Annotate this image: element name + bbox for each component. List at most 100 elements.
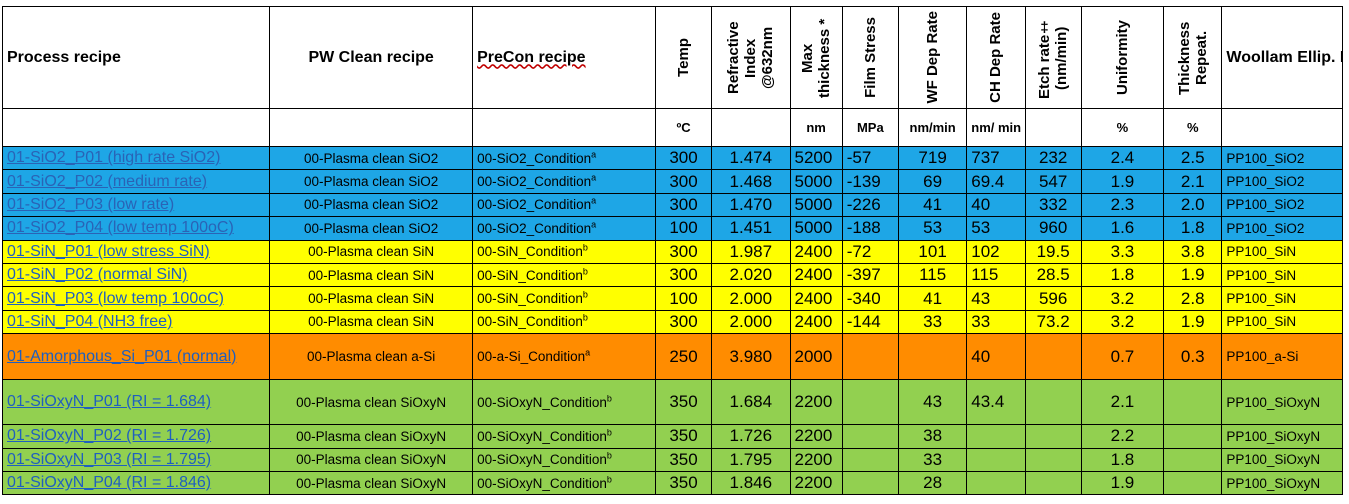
precon-footnote-marker: a [591, 172, 597, 183]
etch-rate-cell [1024, 379, 1082, 426]
etch-rate-cell [1024, 333, 1082, 381]
wf-rate-cell: 41 [897, 286, 968, 311]
table-row[interactable]: 01-SiN_P04 (NH3 free) 00-Plasma clean SiN… [1, 309, 1343, 335]
header-thickness-repeat: Thickness Repeat. [1163, 6, 1223, 109]
process-recipe-cell: 01-SiO2_P02 (medium rate) [1, 169, 271, 194]
ri-cell: 1.987 [711, 239, 791, 264]
pw-clean-text: 00-Plasma clean SiOxyN [296, 452, 447, 468]
max-thickness-cell: 2400 [789, 286, 843, 311]
ch-rate-cell: 737 [966, 145, 1026, 171]
process-recipe-link[interactable]: 01-SiOxyN_P04 (RI = 1.846) [7, 474, 212, 492]
pw-clean-cell: 00-Plasma clean SiN [269, 239, 474, 264]
ri-cell: 1.726 [711, 424, 791, 449]
ri-cell: 1.470 [711, 192, 791, 218]
process-recipe-link[interactable]: 01-SiOxyN_P03 (RI = 1.795) [7, 450, 212, 468]
process-recipe-link[interactable]: 01-SiN_P02 (normal SiN) [7, 266, 188, 284]
precon-footnote-marker: b [606, 474, 612, 485]
header-etch-rate: Etch rate‡ (nm/min) [1024, 6, 1082, 109]
header-repeat-label: Thickness Repeat. [1175, 20, 1210, 95]
uniformity-cell: 1.8 [1080, 447, 1165, 472]
process-recipe-cell: 01-SiN_P02 (normal SiN) [1, 262, 271, 288]
etch-rate-cell: 332 [1024, 192, 1082, 218]
table-row[interactable]: 01-SiO2_P01 (high rate SiO2) 00-Plasma cl… [1, 145, 1343, 171]
table-row[interactable]: 01-SiOxyN_P04 (RI = 1.846) 00-Plasma clea… [1, 470, 1343, 496]
precon-footnote-marker: a [591, 149, 597, 160]
pw-clean-cell: 00-Plasma clean a-Si [269, 333, 474, 381]
pw-clean-text: 00-Plasma clean SiN [308, 314, 435, 330]
wf-rate-cell [897, 333, 968, 381]
process-recipe-cell: 01-SiOxyN_P01 (RI = 1.684) [1, 379, 271, 426]
pw-clean-text: 00-Plasma clean SiOxyN [296, 394, 447, 410]
table-row[interactable]: 01-SiN_P02 (normal SiN) 00-Plasma clean S… [1, 262, 1343, 288]
max-thickness-cell: 2400 [789, 239, 843, 264]
ch-rate-cell: 40 [966, 192, 1026, 218]
process-recipe-link[interactable]: 01-SiO2_P02 (medium rate) [7, 172, 208, 190]
max-thickness-cell: 5000 [789, 192, 843, 218]
temp-cell: 350 [654, 379, 713, 426]
header-max-thickness-label: Max thickness * [799, 17, 834, 98]
pw-clean-text: 00-Plasma clean SiOxyN [296, 475, 447, 491]
table-row[interactable]: 01-Amorphous_Si_P01 (normal) 00-Plasma cl… [1, 333, 1343, 381]
repeat-cell [1163, 447, 1223, 472]
table-row[interactable]: 01-SiO2_P04 (low temp 100oC) 00-Plasma cl… [1, 216, 1343, 241]
unit-wf-rate: nm/min [897, 108, 968, 147]
ri-cell: 2.000 [711, 286, 791, 311]
process-recipe-link[interactable]: 01-SiOxyN_P02 (RI = 1.726) [7, 427, 212, 445]
process-recipe-cell: 01-Amorphous_Si_P01 (normal) [1, 333, 271, 381]
temp-cell: 350 [654, 424, 713, 449]
recipe-table: Process recipe PW Clean recipe PreCon re… [1, 6, 1343, 496]
etch-rate-cell [1024, 424, 1082, 449]
repeat-cell: 1.9 [1163, 262, 1223, 288]
header-process-recipe: Process recipe [1, 6, 271, 109]
uniformity-cell: 0.7 [1080, 333, 1165, 381]
process-recipe-link[interactable]: 01-SiO2_P01 (high rate SiO2) [7, 149, 221, 167]
process-recipe-cell: 01-SiO2_P03 (low rate) [1, 192, 271, 218]
wf-rate-cell: 33 [897, 447, 968, 472]
max-thickness-cell: 5200 [789, 145, 843, 171]
pw-clean-text: 00-Plasma clean SiO2 [303, 150, 439, 166]
table-row[interactable]: 01-SiOxyN_P02 (RI = 1.726) 00-Plasma clea… [1, 424, 1343, 449]
process-recipe-link[interactable]: 01-SiN_P01 (low stress SiN) [7, 242, 210, 260]
process-recipe-link[interactable]: 01-SiN_P03 (low temp 100oC) [7, 289, 224, 307]
etch-rate-cell [1024, 470, 1082, 496]
process-recipe-link[interactable]: 01-SiO2_P03 (low rate) [7, 195, 175, 213]
film-stress-cell: -188 [841, 216, 899, 241]
precon-text: 00-SiN_Condition [477, 244, 583, 260]
ri-cell: 1.684 [711, 379, 791, 426]
precon-cell: 00-SiO2_Conditiona [472, 216, 656, 241]
table-row[interactable]: 01-SiN_P01 (low stress SiN) 00-Plasma cle… [1, 239, 1343, 264]
header-ch-label: CH Dep Rate [987, 12, 1005, 103]
max-thickness-cell: 2400 [789, 309, 843, 335]
precon-footnote-marker: b [606, 427, 612, 438]
etch-rate-cell: 960 [1024, 216, 1082, 241]
header-pw-clean-recipe: PW Clean recipe [269, 6, 474, 109]
pw-clean-cell: 00-Plasma clean SiO2 [269, 216, 474, 241]
process-recipe-link[interactable]: 01-SiN_P04 (NH3 free) [7, 312, 173, 330]
uniformity-cell: 2.3 [1080, 192, 1165, 218]
film-stress-cell [841, 447, 899, 472]
precon-cell: 00-a-Si_Conditiona [472, 333, 656, 381]
table-row[interactable]: 01-SiOxyN_P03 (RI = 1.795) 00-Plasma clea… [1, 447, 1343, 472]
header-ri-label: Refractive Index @632nm [725, 21, 777, 94]
precon-text: 00-SiO2_Condition [477, 220, 592, 236]
table-row[interactable]: 01-SiO2_P03 (low rate) 00-Plasma clean Si… [1, 192, 1343, 218]
header-temp-label: Temp [675, 38, 693, 77]
woollam-cell: PP100_SiO2 [1221, 216, 1343, 241]
table-row[interactable]: 01-SiO2_P02 (medium rate) 00-Plasma clean… [1, 169, 1343, 194]
pw-clean-text: 00-Plasma clean SiN [308, 244, 435, 260]
table-row[interactable]: 01-SiOxyN_P01 (RI = 1.684) 00-Plasma clea… [1, 379, 1343, 426]
process-recipe-link[interactable]: 01-Amorphous_Si_P01 (normal) [7, 347, 237, 365]
header-wf-dep-rate: WF Dep Rate [897, 6, 968, 109]
precon-footnote-marker: b [582, 242, 588, 253]
header-uniformity: Uniformity [1080, 6, 1165, 109]
precon-cell: 00-SiN_Conditionb [472, 286, 656, 311]
max-thickness-cell: 5000 [789, 216, 843, 241]
process-recipe-cell: 01-SiO2_P01 (high rate SiO2) [1, 145, 271, 171]
process-recipe-link[interactable]: 01-SiO2_P04 (low temp 100oC) [7, 219, 234, 237]
table-row[interactable]: 01-SiN_P03 (low temp 100oC) 00-Plasma cle… [1, 286, 1343, 311]
header-row: Process recipe PW Clean recipe PreCon re… [1, 6, 1343, 109]
repeat-cell [1163, 470, 1223, 496]
etch-rate-cell: 596 [1024, 286, 1082, 311]
precon-text: 00-SiO2_Condition [477, 150, 592, 166]
process-recipe-link[interactable]: 01-SiOxyN_P01 (RI = 1.684) [7, 393, 212, 411]
